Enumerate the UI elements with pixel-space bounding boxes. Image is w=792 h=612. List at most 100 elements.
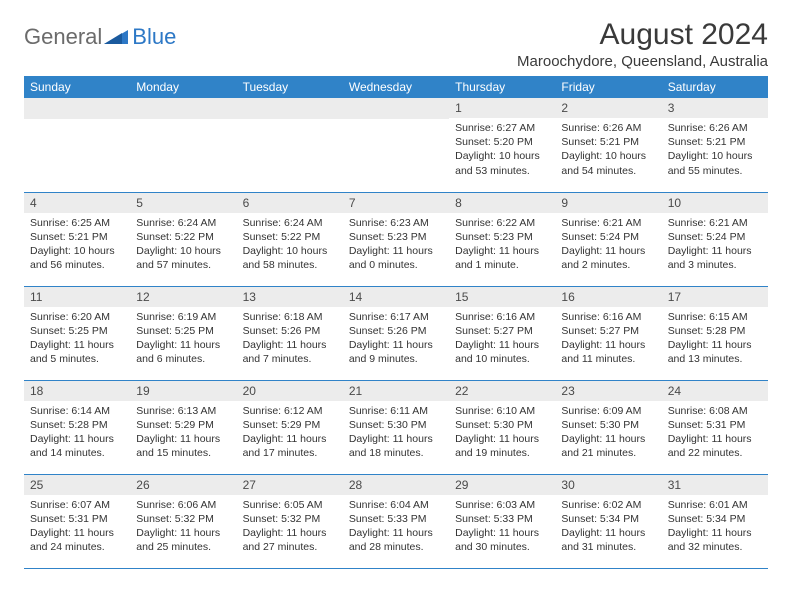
sunset-text: Sunset: 5:30 PM: [561, 418, 655, 432]
day-info: Sunrise: 6:04 AMSunset: 5:33 PMDaylight:…: [343, 495, 449, 560]
sunrise-text: Sunrise: 6:27 AM: [455, 121, 549, 135]
calendar-cell: 25Sunrise: 6:07 AMSunset: 5:31 PMDayligh…: [24, 474, 130, 568]
calendar-cell: 27Sunrise: 6:05 AMSunset: 5:32 PMDayligh…: [237, 474, 343, 568]
day-header: Saturday: [662, 76, 768, 98]
sunrise-text: Sunrise: 6:24 AM: [136, 216, 230, 230]
day-info: Sunrise: 6:13 AMSunset: 5:29 PMDaylight:…: [130, 401, 236, 466]
sunset-text: Sunset: 5:26 PM: [243, 324, 337, 338]
day-number: 10: [662, 193, 768, 213]
sunset-text: Sunset: 5:27 PM: [561, 324, 655, 338]
calendar-cell: [130, 98, 236, 192]
calendar-cell: 22Sunrise: 6:10 AMSunset: 5:30 PMDayligh…: [449, 380, 555, 474]
day-info: Sunrise: 6:18 AMSunset: 5:26 PMDaylight:…: [237, 307, 343, 372]
daylight-text: Daylight: 11 hours and 21 minutes.: [561, 432, 655, 460]
calendar-cell: 17Sunrise: 6:15 AMSunset: 5:28 PMDayligh…: [662, 286, 768, 380]
day-info: Sunrise: 6:21 AMSunset: 5:24 PMDaylight:…: [662, 213, 768, 278]
day-info: Sunrise: 6:15 AMSunset: 5:28 PMDaylight:…: [662, 307, 768, 372]
day-info: Sunrise: 6:12 AMSunset: 5:29 PMDaylight:…: [237, 401, 343, 466]
calendar-week-row: 18Sunrise: 6:14 AMSunset: 5:28 PMDayligh…: [24, 380, 768, 474]
calendar-cell: 20Sunrise: 6:12 AMSunset: 5:29 PMDayligh…: [237, 380, 343, 474]
daylight-text: Daylight: 11 hours and 25 minutes.: [136, 526, 230, 554]
calendar-cell: 13Sunrise: 6:18 AMSunset: 5:26 PMDayligh…: [237, 286, 343, 380]
daylight-text: Daylight: 11 hours and 3 minutes.: [668, 244, 762, 272]
sunrise-text: Sunrise: 6:02 AM: [561, 498, 655, 512]
daylight-text: Daylight: 11 hours and 31 minutes.: [561, 526, 655, 554]
sunset-text: Sunset: 5:29 PM: [243, 418, 337, 432]
day-number: 23: [555, 381, 661, 401]
sunrise-text: Sunrise: 6:18 AM: [243, 310, 337, 324]
day-number: 28: [343, 475, 449, 495]
sunrise-text: Sunrise: 6:21 AM: [668, 216, 762, 230]
day-info: Sunrise: 6:21 AMSunset: 5:24 PMDaylight:…: [555, 213, 661, 278]
calendar-cell: 29Sunrise: 6:03 AMSunset: 5:33 PMDayligh…: [449, 474, 555, 568]
sunset-text: Sunset: 5:31 PM: [30, 512, 124, 526]
sunset-text: Sunset: 5:21 PM: [30, 230, 124, 244]
day-number: 24: [662, 381, 768, 401]
sunrise-text: Sunrise: 6:17 AM: [349, 310, 443, 324]
calendar-week-row: 25Sunrise: 6:07 AMSunset: 5:31 PMDayligh…: [24, 474, 768, 568]
daylight-text: Daylight: 11 hours and 1 minute.: [455, 244, 549, 272]
day-info: Sunrise: 6:27 AMSunset: 5:20 PMDaylight:…: [449, 118, 555, 183]
sunset-text: Sunset: 5:30 PM: [455, 418, 549, 432]
empty-day-number: [24, 98, 130, 119]
day-number: 8: [449, 193, 555, 213]
page-header: General Blue August 2024 Maroochydore, Q…: [24, 18, 768, 70]
sunrise-text: Sunrise: 6:20 AM: [30, 310, 124, 324]
day-info: Sunrise: 6:07 AMSunset: 5:31 PMDaylight:…: [24, 495, 130, 560]
month-title: August 2024: [517, 18, 768, 51]
daylight-text: Daylight: 11 hours and 13 minutes.: [668, 338, 762, 366]
day-number: 3: [662, 98, 768, 118]
day-number: 29: [449, 475, 555, 495]
sunrise-text: Sunrise: 6:19 AM: [136, 310, 230, 324]
day-number: 20: [237, 381, 343, 401]
sunset-text: Sunset: 5:23 PM: [349, 230, 443, 244]
day-number: 14: [343, 287, 449, 307]
calendar-cell: 24Sunrise: 6:08 AMSunset: 5:31 PMDayligh…: [662, 380, 768, 474]
calendar-cell: 11Sunrise: 6:20 AMSunset: 5:25 PMDayligh…: [24, 286, 130, 380]
calendar-cell: [24, 98, 130, 192]
empty-day-number: [130, 98, 236, 119]
day-info: Sunrise: 6:09 AMSunset: 5:30 PMDaylight:…: [555, 401, 661, 466]
calendar-cell: 9Sunrise: 6:21 AMSunset: 5:24 PMDaylight…: [555, 192, 661, 286]
logo-text-gray: General: [24, 24, 102, 50]
daylight-text: Daylight: 11 hours and 32 minutes.: [668, 526, 762, 554]
calendar-cell: 3Sunrise: 6:26 AMSunset: 5:21 PMDaylight…: [662, 98, 768, 192]
daylight-text: Daylight: 10 hours and 58 minutes.: [243, 244, 337, 272]
day-number: 19: [130, 381, 236, 401]
sunset-text: Sunset: 5:27 PM: [455, 324, 549, 338]
calendar-cell: 16Sunrise: 6:16 AMSunset: 5:27 PMDayligh…: [555, 286, 661, 380]
calendar-cell: 10Sunrise: 6:21 AMSunset: 5:24 PMDayligh…: [662, 192, 768, 286]
sunrise-text: Sunrise: 6:06 AM: [136, 498, 230, 512]
day-number: 6: [237, 193, 343, 213]
daylight-text: Daylight: 11 hours and 11 minutes.: [561, 338, 655, 366]
calendar-cell: 5Sunrise: 6:24 AMSunset: 5:22 PMDaylight…: [130, 192, 236, 286]
daylight-text: Daylight: 11 hours and 27 minutes.: [243, 526, 337, 554]
logo-text-blue: Blue: [132, 27, 176, 47]
daylight-text: Daylight: 11 hours and 22 minutes.: [668, 432, 762, 460]
calendar-cell: [237, 98, 343, 192]
daylight-text: Daylight: 11 hours and 7 minutes.: [243, 338, 337, 366]
day-info: Sunrise: 6:16 AMSunset: 5:27 PMDaylight:…: [449, 307, 555, 372]
daylight-text: Daylight: 11 hours and 6 minutes.: [136, 338, 230, 366]
day-number: 15: [449, 287, 555, 307]
sunset-text: Sunset: 5:28 PM: [30, 418, 124, 432]
sunset-text: Sunset: 5:25 PM: [30, 324, 124, 338]
sunrise-text: Sunrise: 6:16 AM: [561, 310, 655, 324]
sunset-text: Sunset: 5:34 PM: [561, 512, 655, 526]
daylight-text: Daylight: 11 hours and 9 minutes.: [349, 338, 443, 366]
day-info: Sunrise: 6:20 AMSunset: 5:25 PMDaylight:…: [24, 307, 130, 372]
daylight-text: Daylight: 11 hours and 24 minutes.: [30, 526, 124, 554]
day-info: Sunrise: 6:22 AMSunset: 5:23 PMDaylight:…: [449, 213, 555, 278]
daylight-text: Daylight: 11 hours and 14 minutes.: [30, 432, 124, 460]
daylight-text: Daylight: 10 hours and 56 minutes.: [30, 244, 124, 272]
day-number: 30: [555, 475, 661, 495]
calendar-cell: 18Sunrise: 6:14 AMSunset: 5:28 PMDayligh…: [24, 380, 130, 474]
day-number: 12: [130, 287, 236, 307]
day-header: Friday: [555, 76, 661, 98]
daylight-text: Daylight: 11 hours and 5 minutes.: [30, 338, 124, 366]
sunset-text: Sunset: 5:21 PM: [561, 135, 655, 149]
calendar-cell: 21Sunrise: 6:11 AMSunset: 5:30 PMDayligh…: [343, 380, 449, 474]
calendar-week-row: 11Sunrise: 6:20 AMSunset: 5:25 PMDayligh…: [24, 286, 768, 380]
logo: General Blue: [24, 18, 176, 50]
day-number: 5: [130, 193, 236, 213]
